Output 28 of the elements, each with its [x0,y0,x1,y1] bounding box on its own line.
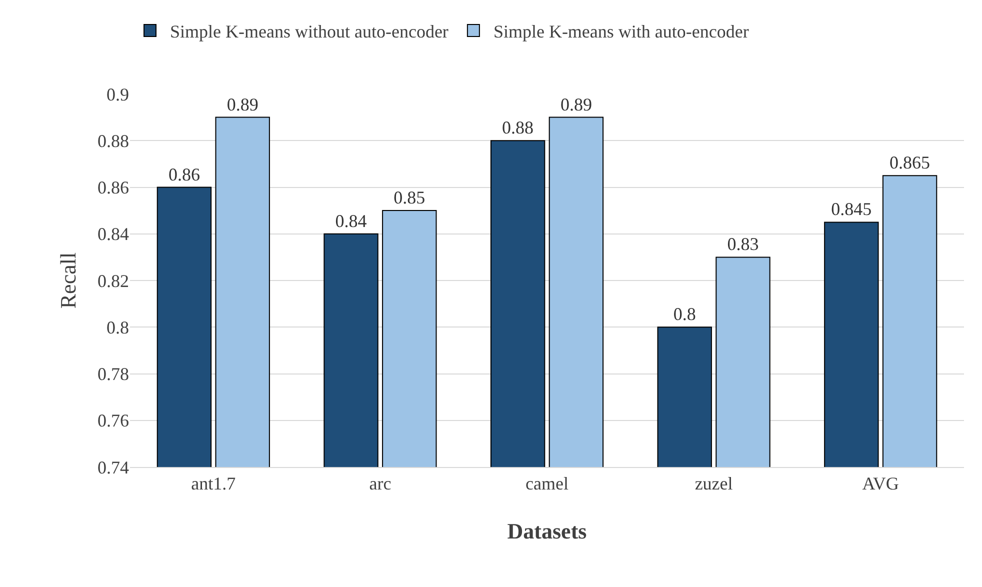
data-label: 0.84 [335,210,367,231]
legend-label: Simple K-means with auto-encoder [493,21,749,42]
x-axis-title: Datasets [507,518,588,544]
data-label: 0.89 [560,94,592,114]
data-label: 0.8 [673,304,696,324]
x-tick-label: zuzel [694,474,733,494]
x-tick-label: AVG [862,474,899,494]
data-label: 0.85 [394,188,426,208]
y-tick-label: 0.9 [106,84,129,104]
y-tick-label: 0.86 [98,178,129,198]
data-label: 0.89 [226,94,258,114]
data-label: 0.86 [168,164,200,184]
y-tick-label: 0.76 [98,410,129,431]
data-label: 0.83 [727,234,759,254]
y-tick-label: 0.78 [98,364,129,384]
y-tick-label: 0.82 [98,270,129,291]
y-tick-label: 0.88 [98,130,129,151]
data-label: 0.845 [831,199,872,220]
data-label: 0.865 [890,152,930,173]
y-axis-title: Recall [55,252,80,309]
y-tick-label: 0.84 [98,224,129,244]
x-tick-label: arc [369,474,392,494]
x-tick-label: camel [526,474,568,494]
y-tick-label: 0.74 [98,457,129,478]
data-label: 0.88 [502,118,534,138]
x-tick-label: ant1.7 [191,474,236,494]
y-tick-label: 0.8 [106,317,129,338]
legend-label: Simple K-means without auto-encoder [170,21,448,42]
